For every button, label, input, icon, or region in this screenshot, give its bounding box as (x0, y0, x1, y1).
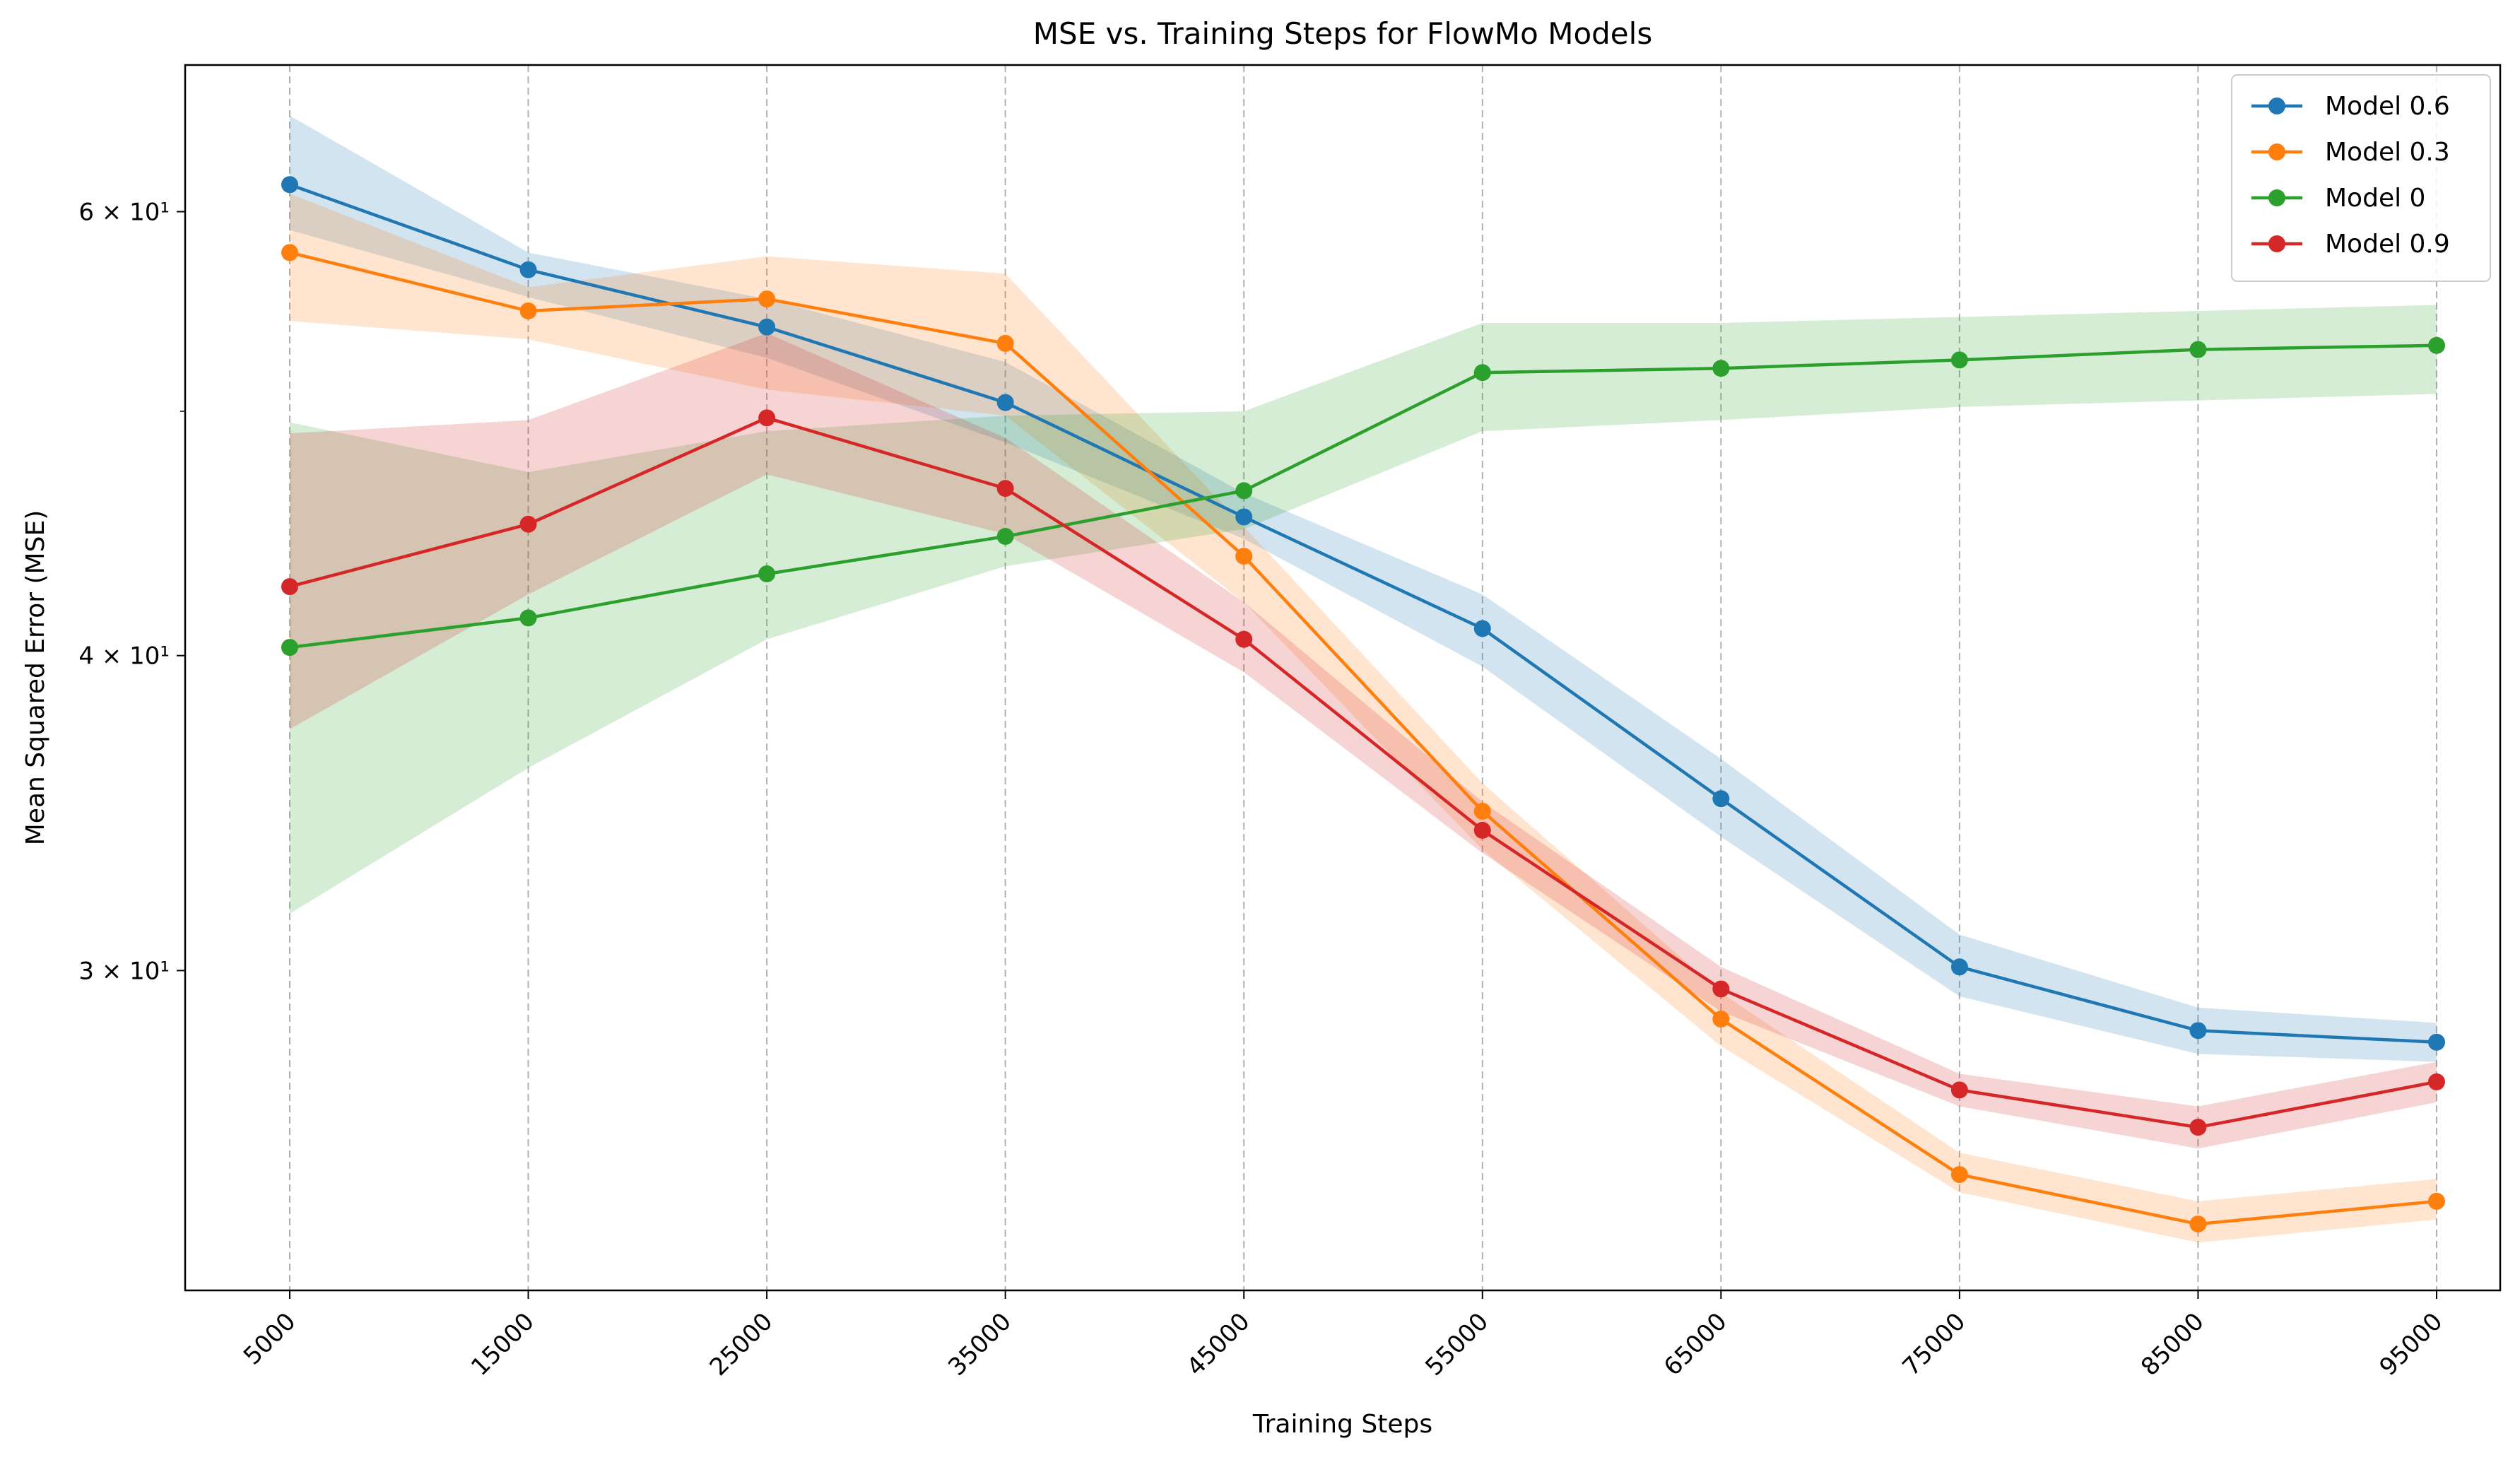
point-model-0-9-3 (996, 480, 1014, 498)
point-model-0-3-1 (519, 302, 537, 319)
point-model-0-3-7 (1950, 1166, 1968, 1184)
legend-box (2231, 74, 2491, 282)
point-model-0-6-5 (1473, 620, 1491, 637)
point-model-0-9 (2428, 336, 2445, 354)
point-model-0-9-2 (758, 409, 776, 427)
legend-marker-model-0-3 (2268, 143, 2285, 160)
point-model-0-6-3 (996, 394, 1014, 411)
point-model-0-9-1 (519, 515, 537, 533)
point-model-0-4 (1235, 482, 1253, 500)
y-axis-label: Mean Squared Error (MSE) (21, 510, 50, 846)
legend-label-model-0-9: Model 0.9 (2325, 230, 2450, 259)
point-model-0-9-5 (1473, 821, 1491, 839)
point-model-0-9-0 (281, 578, 298, 596)
point-model-0-6-7 (1950, 958, 1968, 976)
legend-marker-model-0-9 (2268, 235, 2285, 252)
series-lines (289, 183, 2437, 1226)
point-model-0-5 (1473, 364, 1491, 382)
point-model-0-6-6 (1712, 790, 1730, 808)
point-model-0-6-1 (519, 261, 537, 278)
legend-label-model-0-3: Model 0.3 (2325, 138, 2450, 167)
point-model-0-3-5 (1473, 802, 1491, 820)
point-model-0-6-0 (281, 176, 298, 194)
line-model-0-6 (289, 183, 2437, 1044)
x-axis-label: Training Steps (1252, 1410, 1432, 1439)
point-model-0-3-8 (2189, 1215, 2207, 1233)
point-model-0-3-2 (758, 290, 776, 308)
legend-label-model-0: Model 0 (2325, 184, 2425, 213)
chart-title: MSE vs. Training Steps for FlowMo Models (1033, 16, 1652, 51)
legend-marker-model-0 (2268, 189, 2285, 206)
point-model-0-9-4 (1235, 630, 1253, 648)
point-model-0-9-9 (2428, 1073, 2445, 1090)
legend-label-model-0-6: Model 0.6 (2325, 92, 2450, 121)
point-model-0-6-9 (2428, 1033, 2445, 1051)
y-tick-label-2: 6 × 10¹ (78, 199, 170, 227)
legend: Model 0.6 Model 0.3 Model 0 Model 0.9 (2231, 74, 2491, 282)
line-model-0-9 (289, 416, 2437, 1129)
point-model-0-3-3 (996, 334, 1014, 352)
point-model-0-9-8 (2189, 1119, 2207, 1136)
point-model-0-7 (1950, 351, 1968, 369)
point-model-0-3-9 (2428, 1192, 2445, 1210)
y-tick-label-1: 4 × 10¹ (78, 642, 170, 671)
band-model-0 (290, 305, 2437, 914)
band-model-0-6 (290, 115, 2437, 1062)
plot-frame (184, 64, 2502, 1292)
point-model-0-6-8 (2189, 1022, 2207, 1040)
legend-marker-model-0-6 (2268, 98, 2285, 114)
y-tick-label-0: 3 × 10¹ (78, 957, 170, 985)
series-markers (281, 176, 2445, 1233)
band-model-0-9 (290, 333, 2437, 1149)
point-model-0-3-6 (1712, 1011, 1730, 1028)
band-model-0-3 (290, 193, 2437, 1243)
point-model-0-1 (519, 609, 537, 627)
point-model-0-9-7 (1950, 1081, 1968, 1099)
point-model-0-0 (281, 639, 298, 657)
point-model-0-3-4 (1235, 548, 1253, 565)
point-model-0-6-2 (758, 318, 776, 336)
line-model-0-3 (289, 251, 2437, 1226)
point-model-0-6 (1712, 360, 1730, 377)
point-model-0-9-6 (1712, 980, 1730, 998)
y-axis-ticks: 3 × 10¹ 4 × 10¹ 6 × 10¹ (78, 199, 185, 985)
point-model-0-6-4 (1235, 508, 1253, 526)
line-model-0 (289, 343, 2437, 649)
point-model-0-3-0 (281, 244, 298, 261)
point-model-0-3 (996, 528, 1014, 546)
confidence-bands (290, 115, 2437, 1243)
point-model-0-8 (2189, 341, 2207, 358)
point-model-0-2 (758, 565, 776, 583)
